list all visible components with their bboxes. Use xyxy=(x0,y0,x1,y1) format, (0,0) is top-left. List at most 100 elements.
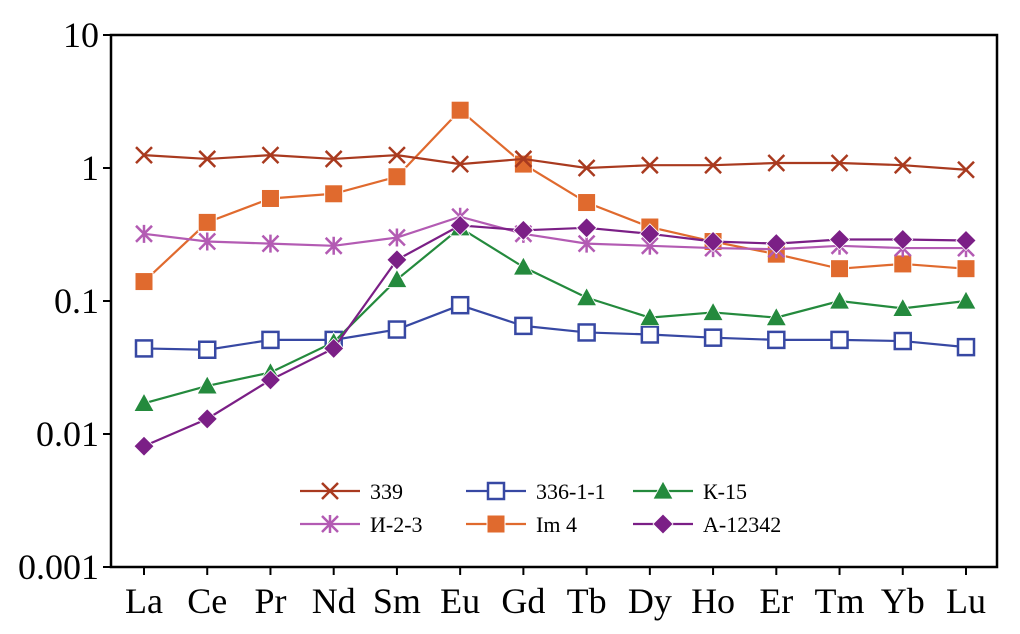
y-axis: 10 1 0.1 0.01 0.001 xyxy=(18,15,111,587)
legend-label: Im 4 xyxy=(536,512,577,537)
series-0-point-Gd xyxy=(514,150,533,168)
series-2-point-Dy xyxy=(639,306,661,327)
series-4-point-Nd xyxy=(324,184,344,204)
series-5-point-Ce xyxy=(196,408,218,430)
series-3-line xyxy=(143,215,966,251)
series-1-point-Lu xyxy=(956,337,976,357)
series-5-point-Ho xyxy=(702,230,724,253)
legend-marker xyxy=(652,480,674,500)
x-tick-label: Gd xyxy=(501,581,545,621)
x-tick-label: Yb xyxy=(881,581,925,621)
series-5-point-Tb xyxy=(576,217,598,239)
series-1-point-Er xyxy=(767,330,786,350)
series-5 xyxy=(133,214,977,457)
x-tick-label: Nd xyxy=(312,581,356,621)
series-0-point-La xyxy=(135,146,153,164)
series-1-point-Ce xyxy=(197,340,217,359)
x-tick-label: Dy xyxy=(628,581,672,621)
series-5-point-Pr xyxy=(259,369,282,391)
x-tick-label: Ce xyxy=(187,581,227,621)
legend-marker xyxy=(486,481,506,501)
series-0 xyxy=(135,146,975,179)
legend-item-4: Im 4 xyxy=(466,512,577,537)
series-1-point-Ho xyxy=(703,328,723,347)
legend-marker xyxy=(321,515,339,533)
series-0-point-Nd xyxy=(324,150,343,168)
series-1-point-Tb xyxy=(577,323,596,342)
series-4-point-Yb xyxy=(893,254,913,274)
x-tick-label: Ho xyxy=(691,581,735,621)
legend-label: А-12342 xyxy=(703,512,781,537)
legend: 339 336-1-1 К-15 И-2-3 Im 4 А-12342 xyxy=(300,479,781,537)
series-4-point-La xyxy=(134,272,154,292)
series-3-point-Sm xyxy=(388,228,406,247)
series-4-line xyxy=(143,108,967,283)
series-0-point-Tb xyxy=(577,159,596,177)
series-4 xyxy=(134,100,976,292)
series-5-point-Dy xyxy=(639,223,661,245)
series-4-point-Tm xyxy=(830,259,850,279)
x-tick-label: Er xyxy=(759,581,793,621)
series-1-point-Dy xyxy=(640,325,660,344)
x-tick-label: Tb xyxy=(567,581,607,621)
series-2-point-Ho xyxy=(702,301,724,321)
legend-item-2: К-15 xyxy=(633,479,747,504)
legend-label: К-15 xyxy=(703,479,747,504)
series-0-line xyxy=(143,154,967,171)
y-tick-label: 1 xyxy=(81,148,99,188)
y-tick-label: 0.1 xyxy=(54,281,99,321)
series-1-point-Yb xyxy=(893,331,913,351)
y-tick-label: 0.01 xyxy=(36,414,99,454)
x-tick-label: Eu xyxy=(440,581,480,621)
series-3 xyxy=(135,207,975,259)
series-3-point-La xyxy=(135,224,153,243)
series-0-point-Dy xyxy=(640,156,659,175)
series-5-point-Tm xyxy=(828,228,851,251)
series-2-point-Gd xyxy=(512,256,535,276)
series-5-point-Lu xyxy=(955,229,977,252)
series-3-point-Ce xyxy=(198,232,217,251)
legend-marker xyxy=(486,514,506,534)
legend-label: И-2-3 xyxy=(370,512,423,537)
series-0-point-Sm xyxy=(388,146,406,164)
x-tick-label: Sm xyxy=(373,581,421,621)
legend-item-1: 336-1-1 xyxy=(466,479,606,504)
y-tick-label: 10 xyxy=(63,15,99,55)
legend-item-5: А-12342 xyxy=(633,512,781,537)
x-tick-label: Lu xyxy=(946,581,986,621)
x-tick-label: La xyxy=(125,581,163,621)
series-4-point-Tb xyxy=(577,193,597,213)
series-1-point-Sm xyxy=(387,320,407,339)
series-0-point-Ho xyxy=(704,156,722,175)
series-2-point-La xyxy=(133,392,155,412)
series-2-point-Er xyxy=(765,306,787,327)
series-4-point-Pr xyxy=(260,188,280,208)
series-1-point-Eu xyxy=(450,295,470,315)
series-2-line xyxy=(143,226,967,405)
legend-label: 336-1-1 xyxy=(536,479,606,504)
series-layer xyxy=(133,100,977,457)
series-2-point-Sm xyxy=(386,268,408,288)
legend-label: 339 xyxy=(370,479,403,504)
x-tick-label: Tm xyxy=(815,581,865,621)
series-4-point-Ce xyxy=(197,212,217,232)
series-2-point-Yb xyxy=(892,297,914,317)
series-3-point-Nd xyxy=(324,236,343,255)
legend-item-0: 339 xyxy=(300,479,403,504)
series-5-point-Eu xyxy=(449,214,471,236)
series-2-point-Tb xyxy=(575,286,598,307)
legend-marker xyxy=(652,513,674,535)
series-4-point-Eu xyxy=(450,100,470,120)
series-1-point-La xyxy=(134,339,154,358)
series-1-point-Gd xyxy=(514,316,533,336)
series-0-point-Ce xyxy=(198,150,217,168)
series-2-point-Tm xyxy=(828,290,851,310)
series-5-point-Yb xyxy=(892,228,914,251)
series-5-point-Sm xyxy=(386,249,408,271)
series-5-line xyxy=(143,224,967,448)
series-0-point-Eu xyxy=(451,155,470,173)
series-2-point-Lu xyxy=(955,290,977,310)
x-axis: La Ce Pr Nd Sm Eu Gd Tb Dy Ho Er Tm Yb Lu xyxy=(125,567,986,621)
series-2-point-Ce xyxy=(196,375,218,395)
